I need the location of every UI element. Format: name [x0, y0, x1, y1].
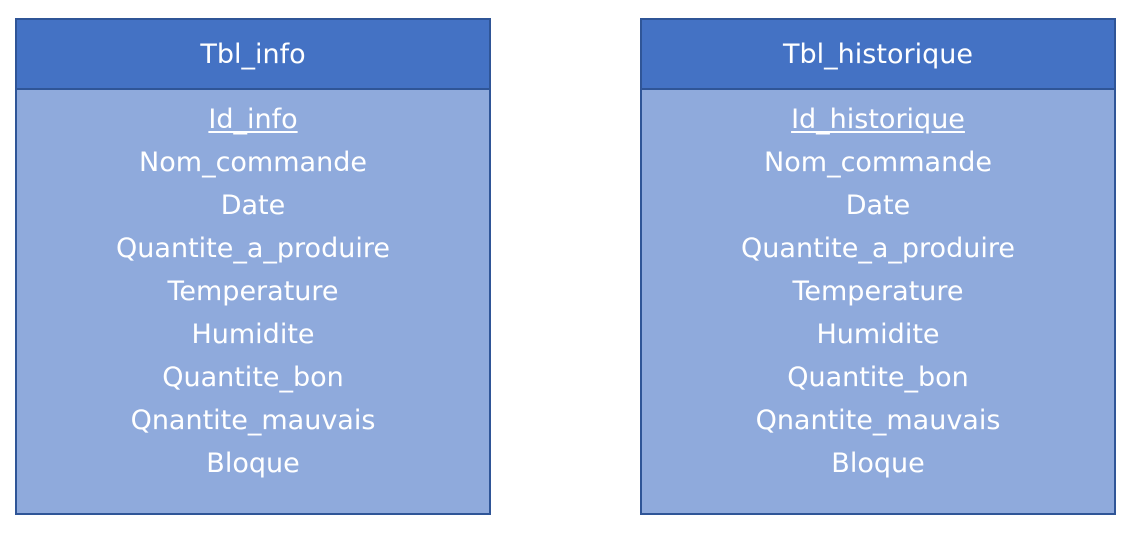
primary-key-field: Id_info	[208, 104, 298, 135]
primary-key-field: Id_historique	[791, 104, 965, 135]
field-item: Nom_commande	[764, 147, 992, 178]
table-title: Tbl_historique	[783, 38, 973, 70]
field-item: Qnantite_mauvais	[755, 405, 1001, 436]
table-title: Tbl_info	[200, 38, 306, 70]
field-item: Humidite	[191, 319, 315, 350]
field-item: Qnantite_mauvais	[130, 405, 376, 436]
field-item: Date	[220, 190, 286, 221]
table-entity-tbl-historique: Tbl_historique Id_historique Nom_command…	[640, 18, 1116, 515]
field-item: Quantite_a_produire	[741, 233, 1015, 264]
field-item: Humidite	[816, 319, 940, 350]
field-list: Id_info Nom_commande Date Quantite_a_pro…	[17, 90, 489, 485]
field-item: Temperature	[167, 276, 339, 307]
field-item: Quantite_bon	[162, 362, 344, 393]
field-item: Temperature	[792, 276, 964, 307]
field-item: Quantite_bon	[787, 362, 969, 393]
field-item: Bloque	[831, 448, 925, 479]
field-item: Quantite_a_produire	[116, 233, 390, 264]
field-item: Bloque	[206, 448, 300, 479]
table-header: Tbl_historique	[642, 20, 1114, 90]
field-item: Nom_commande	[139, 147, 367, 178]
field-list: Id_historique Nom_commande Date Quantite…	[642, 90, 1114, 485]
field-item: Date	[845, 190, 911, 221]
table-header: Tbl_info	[17, 20, 489, 90]
table-entity-tbl-info: Tbl_info Id_info Nom_commande Date Quant…	[15, 18, 491, 515]
